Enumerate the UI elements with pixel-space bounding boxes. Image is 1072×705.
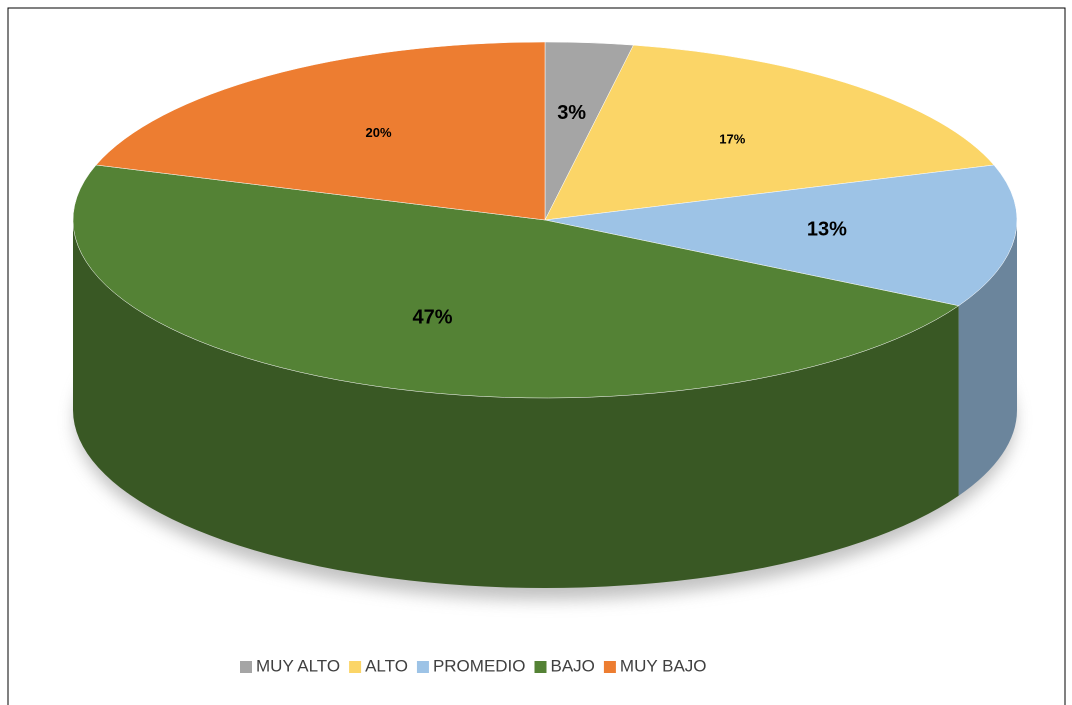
- pie-slice: [72, 164, 960, 399]
- legend-swatch: [603, 661, 616, 673]
- legend-label: PROMEDIO: [433, 656, 526, 675]
- legend-label: MUY BAJO: [620, 656, 707, 675]
- legend-swatch: [349, 661, 362, 673]
- pie-slice: [95, 41, 546, 221]
- legend-label: BAJO: [551, 656, 595, 675]
- pie-slice-side: [72, 220, 959, 588]
- data-label: 17%: [719, 131, 745, 146]
- legend-swatch: [534, 661, 547, 673]
- data-label: 20%: [366, 125, 392, 140]
- pie-slice-side: [958, 220, 1017, 496]
- legend-swatch: [240, 661, 252, 673]
- legend-label: MUY ALTO: [256, 656, 340, 675]
- data-label: 47%: [413, 306, 453, 328]
- legend-swatch: [416, 661, 429, 673]
- data-label: 13%: [807, 218, 847, 240]
- pie-slice: [544, 44, 995, 221]
- pie-slice: [544, 164, 1018, 307]
- data-label: 3%: [557, 102, 586, 124]
- chart-frame: [7, 7, 1066, 705]
- legend-label: ALTO: [365, 656, 408, 675]
